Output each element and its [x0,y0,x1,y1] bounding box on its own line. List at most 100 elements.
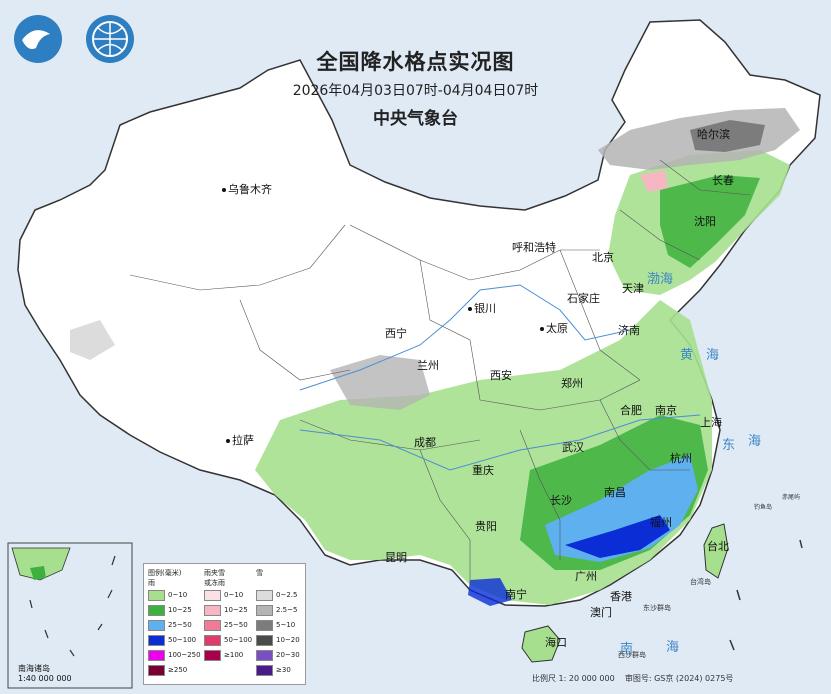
legend-snow-title: 雪 [256,569,263,577]
city-chengdu: 成都 [414,436,436,449]
map-agency: 中央气象台 [373,109,458,129]
snow-legend-swatch [256,619,273,631]
sea-south-2: 海 [666,640,680,655]
mix-legend-row: 0~10 [204,589,244,601]
label-chiwei: 赤尾屿 [782,494,801,501]
sea-yellow-2: 海 [706,348,720,363]
rain-legend-label: 25~50 [168,621,192,629]
snow-legend-label: 10~20 [276,636,300,644]
rain-legend-row: 50~100 [148,634,196,646]
footer-review-number: 审图号: GS京 (2024) 0275号 [624,674,734,683]
city-taipei: 台北 [707,540,729,553]
rain-50-100-west [468,578,512,606]
city-changsha: 长沙 [550,494,572,507]
rain-legend-swatch [148,634,165,646]
rain-legend-row: 100~250 [148,649,201,661]
legend-rain-title: 图例(毫米) [148,569,182,577]
mix-legend-label: 10~25 [224,606,248,614]
mix-legend-row: 50~100 [204,634,253,646]
city-hangzhou: 杭州 [670,452,692,465]
rain-10-25-northeast [660,175,760,268]
rain-legend-label: ≥250 [168,666,188,674]
sea-south-1: 南 [620,642,634,657]
taiwan-island [703,523,729,579]
city-macau: 澳门 [590,606,612,619]
label-xisha: 西沙群岛 [618,651,646,659]
snow-west-patch [70,320,115,360]
legend-mix-sub: 或冻雨 [204,579,225,587]
city-lhasa: 拉萨 [226,432,254,448]
city-changchun: 长春 [712,174,734,187]
legend-rain-sub: 雨 [148,579,155,587]
city-jinan: 济南 [618,324,640,337]
city-yinchuan: 银川 [468,300,496,316]
cma-logo-icon [14,15,62,63]
label-diaoyu: 钓鱼岛 [754,504,773,511]
city-tianjin: 天津 [622,282,644,295]
rain-legend-label: 10~25 [168,606,192,614]
rain-legend-swatch [148,604,165,616]
mix-legend-label: ≥100 [224,651,244,659]
province-boundaries [129,159,751,585]
sea-east-2: 海 [748,434,762,449]
mix-legend-label: 50~100 [224,636,253,644]
city-kunming: 昆明 [385,551,407,564]
inset-scale: 1:40 000 000 [18,674,72,683]
city-haikou: 海口 [545,636,567,649]
mix-legend-label: 0~10 [224,591,244,599]
snow-legend-label: 20~30 [276,651,300,659]
inset-caption: 南海诸岛 1:40 000 000 [18,664,72,684]
city-urumqi: 乌鲁木齐 [222,181,272,197]
city-hongkong: 香港 [610,590,632,603]
snow-heavy-northeast [690,120,765,152]
city-shijiazhuang: 石家庄 [567,292,600,305]
mix-legend-swatch [204,589,221,601]
city-xian: 西安 [490,369,512,382]
city-hohhot: 呼和浩特 [512,241,556,254]
city-xining: 西宁 [385,327,407,340]
snow-legend-label: 0~2.5 [276,591,298,599]
rain-legend-swatch [148,589,165,601]
legend: 图例(毫米) 雨 雨夹雪 或冻雨 雪 0~10 10~25 25~50 50~100 1… [143,563,306,685]
rain-50-100 [565,515,670,558]
sleet-northeast [640,170,668,192]
snow-west-plateau [330,355,430,410]
snow-legend-label: ≥30 [276,666,291,674]
snow-legend-row: 5~10 [256,619,296,631]
south-china-sea-inset [7,542,133,689]
legend-mix-title: 雨夹雪 [204,569,225,577]
snow-legend-swatch [256,604,273,616]
rain-legend-row: 10~25 [148,604,192,616]
rain-legend-row: ≥250 [148,664,188,676]
city-nanchang: 南昌 [604,486,626,499]
rivers [299,284,701,471]
snow-legend-row: 0~2.5 [256,589,298,601]
sea-bohai: 渤海 [647,272,674,287]
snow-legend-swatch [256,664,273,676]
snow-legend-swatch [256,649,273,661]
mix-legend-swatch [204,619,221,631]
mix-legend-swatch [204,604,221,616]
city-shenyang: 沈阳 [694,215,716,228]
city-taiyuan: 太原 [540,320,568,336]
mix-legend-row: ≥100 [204,649,244,661]
inset-title: 南海诸岛 [18,664,50,673]
map-period: 2026年04月03日07时-04月04日07时 [292,83,539,99]
nmc-globe-logo-icon [86,15,134,63]
city-shanghai: 上海 [700,416,722,429]
city-hefei: 合肥 [620,404,642,417]
hainan-island [521,625,561,663]
snow-legend-row: 10~20 [256,634,300,646]
mix-legend-swatch [204,649,221,661]
mix-legend-row: 10~25 [204,604,248,616]
city-zhengzhou: 郑州 [561,377,583,390]
snow-legend-swatch [256,589,273,601]
city-harbin: 哈尔滨 [697,128,730,141]
rain-legend-label: 100~250 [168,651,201,659]
mix-legend-swatch [204,634,221,646]
rain-legend-row: 0~10 [148,589,188,601]
label-taiwan-island: 台湾岛 [690,578,711,586]
rain-legend-label: 0~10 [168,591,188,599]
snow-legend-label: 5~10 [276,621,296,629]
